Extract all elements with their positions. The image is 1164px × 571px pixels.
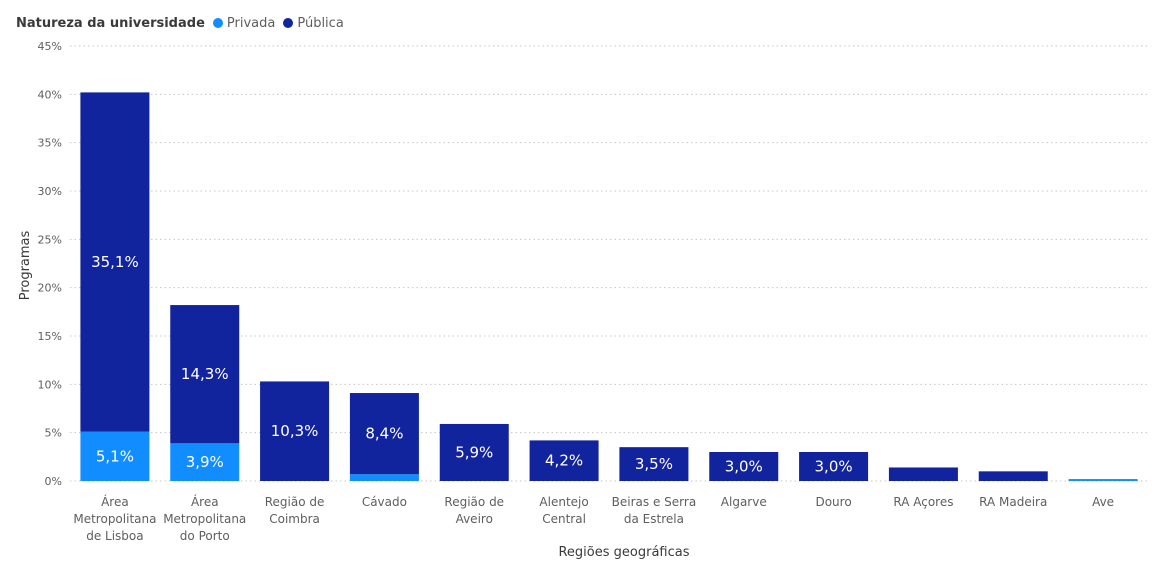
bar-publica[interactable] bbox=[439, 423, 509, 481]
x-tick-label: Beiras e Serra bbox=[612, 495, 697, 509]
x-tick-label: Região de bbox=[265, 495, 325, 509]
data-label: 5,1% bbox=[96, 447, 134, 465]
data-label: 3,0% bbox=[725, 458, 763, 476]
bar-privada[interactable] bbox=[349, 474, 419, 481]
bar-publica[interactable] bbox=[80, 92, 150, 432]
legend-label-publica: Pública bbox=[297, 15, 344, 31]
bar-publica[interactable] bbox=[619, 447, 689, 481]
data-label: 4,2% bbox=[545, 452, 583, 470]
legend: Natureza da universidade Privada Pública bbox=[16, 13, 352, 33]
x-tick-label: de Lisboa bbox=[86, 529, 143, 543]
x-tick-label: Área bbox=[191, 494, 219, 509]
y-tick-label: 45% bbox=[38, 40, 62, 53]
legend-title: Natureza da universidade bbox=[16, 15, 205, 31]
y-tick-label: 35% bbox=[38, 137, 62, 150]
bar-publica[interactable] bbox=[709, 452, 779, 481]
y-tick-label: 25% bbox=[38, 233, 62, 246]
x-tick-label: Região de bbox=[444, 495, 504, 509]
bar-publica[interactable] bbox=[888, 467, 958, 481]
data-label: 3,9% bbox=[186, 453, 224, 471]
x-tick-label: RA Madeira bbox=[979, 495, 1047, 509]
x-axis-title: Regiões geográficas bbox=[558, 545, 689, 560]
x-tick-label: Alentejo bbox=[539, 495, 588, 509]
legend-item-publica[interactable]: Pública bbox=[283, 15, 344, 31]
y-tick-label: 10% bbox=[38, 378, 62, 391]
bar-publica[interactable] bbox=[978, 471, 1048, 481]
y-tick-label: 40% bbox=[38, 88, 62, 101]
x-tick-label: Ave bbox=[1092, 495, 1114, 509]
y-tick-label: 15% bbox=[38, 330, 62, 343]
y-axis-title: Programas bbox=[18, 230, 33, 300]
bar-privada[interactable] bbox=[170, 443, 240, 481]
x-tick-label: Área bbox=[101, 494, 129, 509]
bar-privada[interactable] bbox=[80, 431, 150, 481]
y-tick-label: 30% bbox=[38, 185, 62, 198]
x-tick-label: Algarve bbox=[721, 495, 767, 509]
legend-dot-privada bbox=[212, 18, 223, 28]
x-tick-label: Cávado bbox=[362, 495, 407, 509]
legend-item-privada[interactable]: Privada bbox=[212, 15, 276, 31]
bar-privada[interactable] bbox=[1068, 479, 1138, 481]
x-tick-label: Central bbox=[542, 512, 586, 526]
y-tick-label: 0% bbox=[45, 475, 62, 488]
data-label: 5,9% bbox=[455, 443, 493, 461]
data-label: 10,3% bbox=[271, 422, 319, 440]
legend-dot-publica bbox=[283, 18, 294, 28]
x-tick-label: Coimbra bbox=[269, 512, 320, 526]
x-tick-label: RA Açores bbox=[893, 495, 953, 509]
bar-publica[interactable] bbox=[349, 393, 419, 475]
data-label: 3,5% bbox=[635, 455, 673, 473]
y-tick-label: 5% bbox=[45, 427, 62, 440]
bar-publica[interactable] bbox=[260, 381, 330, 481]
x-tick-label: Aveiro bbox=[456, 512, 493, 526]
bar-publica[interactable] bbox=[529, 440, 599, 481]
x-tick-label: Douro bbox=[815, 495, 851, 509]
x-tick-label: Metropolitana bbox=[73, 512, 156, 526]
x-tick-label: do Porto bbox=[180, 529, 230, 543]
data-label: 14,3% bbox=[181, 365, 229, 383]
data-label: 3,0% bbox=[815, 458, 853, 476]
bar-publica[interactable] bbox=[799, 452, 869, 481]
x-tick-label: da Estrela bbox=[624, 512, 684, 526]
bar-publica[interactable] bbox=[170, 305, 240, 444]
data-label: 8,4% bbox=[365, 425, 403, 443]
data-label: 35,1% bbox=[91, 253, 139, 271]
y-tick-label: 20% bbox=[38, 282, 62, 295]
x-tick-label: Metropolitana bbox=[163, 512, 246, 526]
legend-label-privada: Privada bbox=[226, 15, 276, 31]
